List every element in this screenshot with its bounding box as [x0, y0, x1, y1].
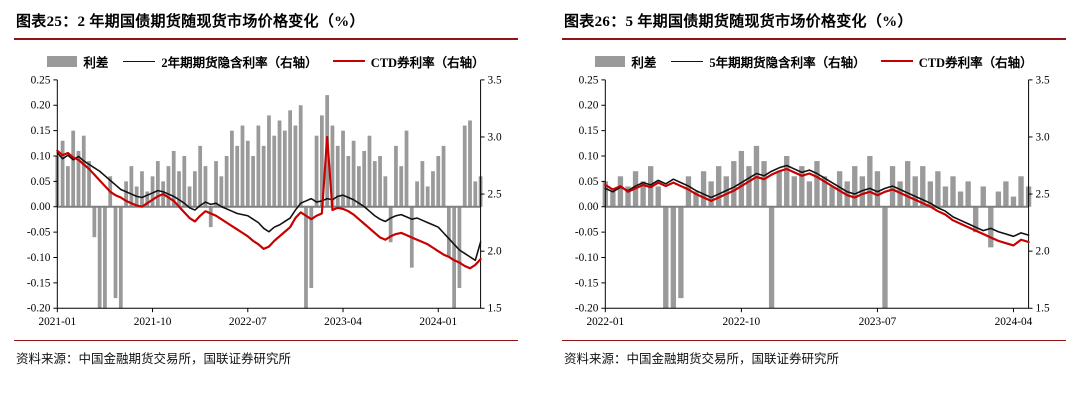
- svg-text:0.00: 0.00: [579, 201, 599, 213]
- svg-text:-0.05: -0.05: [575, 227, 599, 239]
- svg-text:0.20: 0.20: [31, 100, 51, 112]
- svg-text:0.05: 0.05: [31, 176, 51, 188]
- legend-label: 利差: [83, 55, 109, 70]
- legend-item: 利差: [595, 52, 656, 71]
- svg-text:2.5: 2.5: [487, 189, 501, 201]
- svg-text:2022-10: 2022-10: [723, 316, 761, 328]
- axes: [53, 79, 485, 313]
- line-series: [56, 135, 482, 270]
- svg-text:0.05: 0.05: [579, 176, 599, 188]
- line-series: [604, 164, 1030, 238]
- svg-text:2.5: 2.5: [1035, 189, 1049, 201]
- source-divider: [14, 339, 518, 341]
- svg-text:2021-01: 2021-01: [38, 316, 76, 328]
- svg-text:2023-07: 2023-07: [859, 316, 897, 328]
- chart-title-5y: 图表26：5 年期国债期货随现货市场价格变化（%）: [564, 14, 913, 30]
- svg-text:2024-04: 2024-04: [995, 316, 1033, 328]
- svg-text:2022-07: 2022-07: [229, 316, 267, 328]
- title-divider: [14, 38, 518, 40]
- axis-labels: 0.25 0.20 0.15 0.10 0.05 0.00 -0.05 -0.10 -0.15 -…: [27, 74, 502, 328]
- svg-text:3.0: 3.0: [487, 131, 501, 143]
- svg-text:0.15: 0.15: [579, 125, 599, 137]
- svg-text:-0.05: -0.05: [27, 227, 51, 239]
- legend-bar-swatch: [595, 55, 626, 67]
- chart-canvas: 0.25 0.20 0.15 0.10 0.05 0.00 -0.05 -0.10 -0.15 -…: [27, 74, 502, 328]
- svg-text:-0.20: -0.20: [27, 303, 51, 315]
- source-note: 资料来源：中国金融期货交易所，国联证券研究所: [16, 351, 292, 366]
- legend-bar-swatch: [47, 55, 78, 67]
- legend-item: 2年期期货隐含利率（右轴）: [123, 52, 318, 71]
- svg-text:3.5: 3.5: [487, 74, 501, 86]
- legend-label: 2年期期货隐含利率（右轴）: [161, 55, 318, 70]
- svg-text:0.25: 0.25: [579, 74, 599, 86]
- title-divider: [562, 38, 1066, 40]
- svg-text:0.00: 0.00: [31, 201, 51, 213]
- svg-text:0.10: 0.10: [31, 150, 51, 162]
- chart-canvas: 0.25 0.20 0.15 0.10 0.05 0.00 -0.05 -0.10 -0.15 -…: [575, 74, 1050, 328]
- svg-text:-0.10: -0.10: [27, 252, 51, 264]
- svg-text:3.0: 3.0: [1035, 131, 1049, 143]
- legend-item: 5年期期货隐含利率（右轴）: [671, 52, 866, 71]
- legend-line-swatch: [880, 60, 913, 62]
- svg-text:1.5: 1.5: [487, 303, 501, 315]
- svg-text:0.25: 0.25: [31, 74, 51, 86]
- svg-text:-0.15: -0.15: [575, 277, 599, 289]
- legend-label: CTD券利率（右轴）: [918, 55, 1033, 70]
- chart-plot: 0.25 0.20 0.15 0.10 0.05 0.00 -0.05 -0.10 -0.15 -…: [14, 72, 518, 334]
- axis-labels: 0.25 0.20 0.15 0.10 0.05 0.00 -0.05 -0.10 -0.15 -…: [575, 74, 1050, 328]
- svg-text:0.10: 0.10: [579, 150, 599, 162]
- svg-text:2021-10: 2021-10: [134, 316, 172, 328]
- chart-panel-5y: 图表26：5 年期国债期货随现货市场价格变化（%） 利差 5年期期货隐含利率（右轴…: [562, 10, 1066, 367]
- line-series: [604, 167, 1030, 247]
- source-note: 资料来源：中国金融期货交易所，国联证券研究所: [564, 351, 840, 366]
- bars-series: [55, 95, 483, 309]
- legend-label: 利差: [631, 55, 657, 70]
- svg-text:2024-01: 2024-01: [419, 316, 457, 328]
- svg-text:-0.20: -0.20: [575, 303, 599, 315]
- svg-text:2022-01: 2022-01: [586, 316, 624, 328]
- svg-text:3.5: 3.5: [1035, 74, 1049, 86]
- svg-text:0.20: 0.20: [579, 100, 599, 112]
- svg-text:1.5: 1.5: [1035, 303, 1049, 315]
- svg-text:2023-04: 2023-04: [324, 316, 362, 328]
- legend-item: CTD券利率（右轴）: [332, 52, 485, 71]
- legend-item: CTD券利率（右轴）: [880, 52, 1033, 71]
- line-series: [56, 152, 482, 262]
- svg-text:0.15: 0.15: [31, 125, 51, 137]
- chart-legend: 利差 5年期期货隐含利率（右轴） CTD券利率（右轴）: [562, 50, 1066, 72]
- legend-label: CTD券利率（右轴）: [370, 55, 485, 70]
- svg-text:-0.10: -0.10: [575, 252, 599, 264]
- chart-title-2y: 图表25：2 年期国债期货随现货市场价格变化（%）: [16, 14, 365, 30]
- chart-plot: 0.25 0.20 0.15 0.10 0.05 0.00 -0.05 -0.10 -0.15 -…: [562, 72, 1066, 334]
- legend-line-swatch: [332, 60, 365, 62]
- chart-panel-2y: 图表25：2 年期国债期货随现货市场价格变化（%） 利差 2年期期货隐含利率（右轴…: [14, 10, 518, 367]
- svg-text:-0.15: -0.15: [27, 277, 51, 289]
- source-divider: [562, 339, 1066, 341]
- svg-text:2.0: 2.0: [1035, 246, 1049, 258]
- chart-panels: 图表25：2 年期国债期货随现货市场价格变化（%） 利差 2年期期货隐含利率（右轴…: [14, 10, 1066, 367]
- legend-item: 利差: [47, 52, 108, 71]
- svg-text:2.0: 2.0: [487, 246, 501, 258]
- legend-line-swatch: [671, 60, 704, 62]
- axes: [601, 79, 1033, 313]
- legend-label: 5年期期货隐含利率（右轴）: [709, 55, 866, 70]
- chart-legend: 利差 2年期期货隐含利率（右轴） CTD券利率（右轴）: [14, 50, 518, 72]
- legend-line-swatch: [123, 60, 156, 62]
